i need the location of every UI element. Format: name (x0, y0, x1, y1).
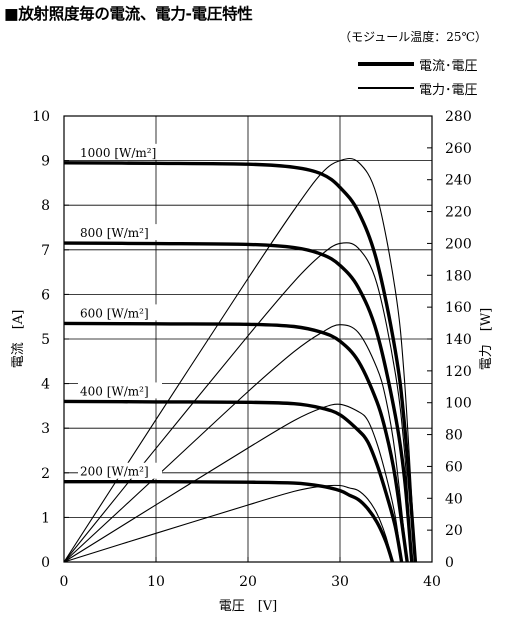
legend: 電流･電圧 電力･電圧 (358, 52, 498, 100)
irradiance-label-400: 400 [W/m²] (80, 384, 149, 398)
y-right-tick-label: 100 (445, 396, 472, 412)
irradiance-label-bg-800 (78, 224, 162, 241)
y-left-tick-label: 2 (41, 466, 50, 482)
irradiance-label-bg-1000 (78, 143, 162, 160)
y-left-tick-label: 5 (41, 332, 50, 348)
y-right-tick-label: 60 (445, 459, 463, 475)
y-right-tick-label: 180 (445, 268, 472, 284)
y-left-axis-label: 電流 [A] (11, 310, 26, 369)
irradiance-label-bg-400 (78, 382, 162, 399)
y-left-tick-label: 6 (41, 287, 50, 303)
legend-swatch-thin (358, 87, 414, 89)
irradiance-label-800: 800 [W/m²] (80, 226, 149, 240)
x-tick-label: 0 (60, 574, 69, 590)
y-right-tick-label: 240 (445, 173, 472, 189)
chart-title: ■放射照度毎の電流、電力-電圧特性 (4, 5, 253, 23)
y-left-tick-label: 10 (32, 109, 50, 125)
power-curve-800 (63, 242, 413, 563)
power-curve-400 (63, 403, 403, 563)
irradiance-label-1000: 1000 [W/m²] (80, 146, 156, 160)
y-left-tick-label: 3 (41, 421, 50, 437)
current-curve-400 (63, 399, 404, 563)
y-left-tick-label: 0 (41, 555, 50, 571)
x-axis-label: 電圧 [V] (219, 599, 278, 614)
y-left-tick-label: 1 (41, 510, 50, 526)
current-curve-600 (63, 321, 409, 563)
irradiance-label-600: 600 [W/m²] (80, 306, 149, 320)
y-right-tick-label: 140 (445, 332, 472, 348)
x-tick-label: 10 (147, 574, 165, 590)
x-tick-label: 40 (423, 574, 441, 590)
current-curve-200 (63, 479, 395, 563)
power-curve-600 (63, 324, 408, 563)
y-right-tick-label: 220 (445, 205, 472, 221)
y-right-tick-label: 200 (445, 236, 472, 252)
legend-label-current: 電流･電圧 (419, 58, 478, 74)
y-right-tick-label: 40 (445, 491, 463, 507)
legend-label-power: 電力･電圧 (419, 82, 478, 98)
y-left-tick-label: 9 (41, 154, 50, 170)
irradiance-label-bg-200 (78, 462, 162, 479)
current-curve-800 (63, 241, 414, 563)
y-right-tick-label: 260 (445, 141, 472, 157)
y-right-tick-label: 280 (445, 109, 472, 125)
temperature-note: （モジュール温度：25℃） (339, 30, 487, 44)
y-right-axis-label: 電力 [W] (479, 308, 494, 371)
y-left-tick-label: 4 (41, 377, 50, 393)
y-right-tick-label: 80 (445, 428, 463, 444)
y-right-tick-label: 120 (445, 364, 472, 380)
legend-item-current: 電流･電圧 (358, 52, 498, 76)
x-tick-label: 30 (331, 574, 349, 590)
x-tick-label: 20 (239, 574, 257, 590)
y-left-tick-label: 8 (41, 198, 50, 214)
power-curve-200 (63, 484, 393, 563)
irradiance-label-200: 200 [W/m²] (80, 465, 149, 479)
y-right-tick-label: 0 (445, 555, 454, 571)
current-curve-1000 (63, 161, 418, 563)
y-left-tick-label: 7 (41, 243, 50, 259)
legend-swatch-thick (358, 62, 414, 66)
irradiance-label-bg-600 (78, 304, 162, 321)
power-curve-1000 (63, 157, 416, 563)
legend-item-power: 電力･電圧 (358, 76, 498, 100)
y-right-tick-label: 160 (445, 300, 472, 316)
y-right-tick-label: 20 (445, 523, 463, 539)
